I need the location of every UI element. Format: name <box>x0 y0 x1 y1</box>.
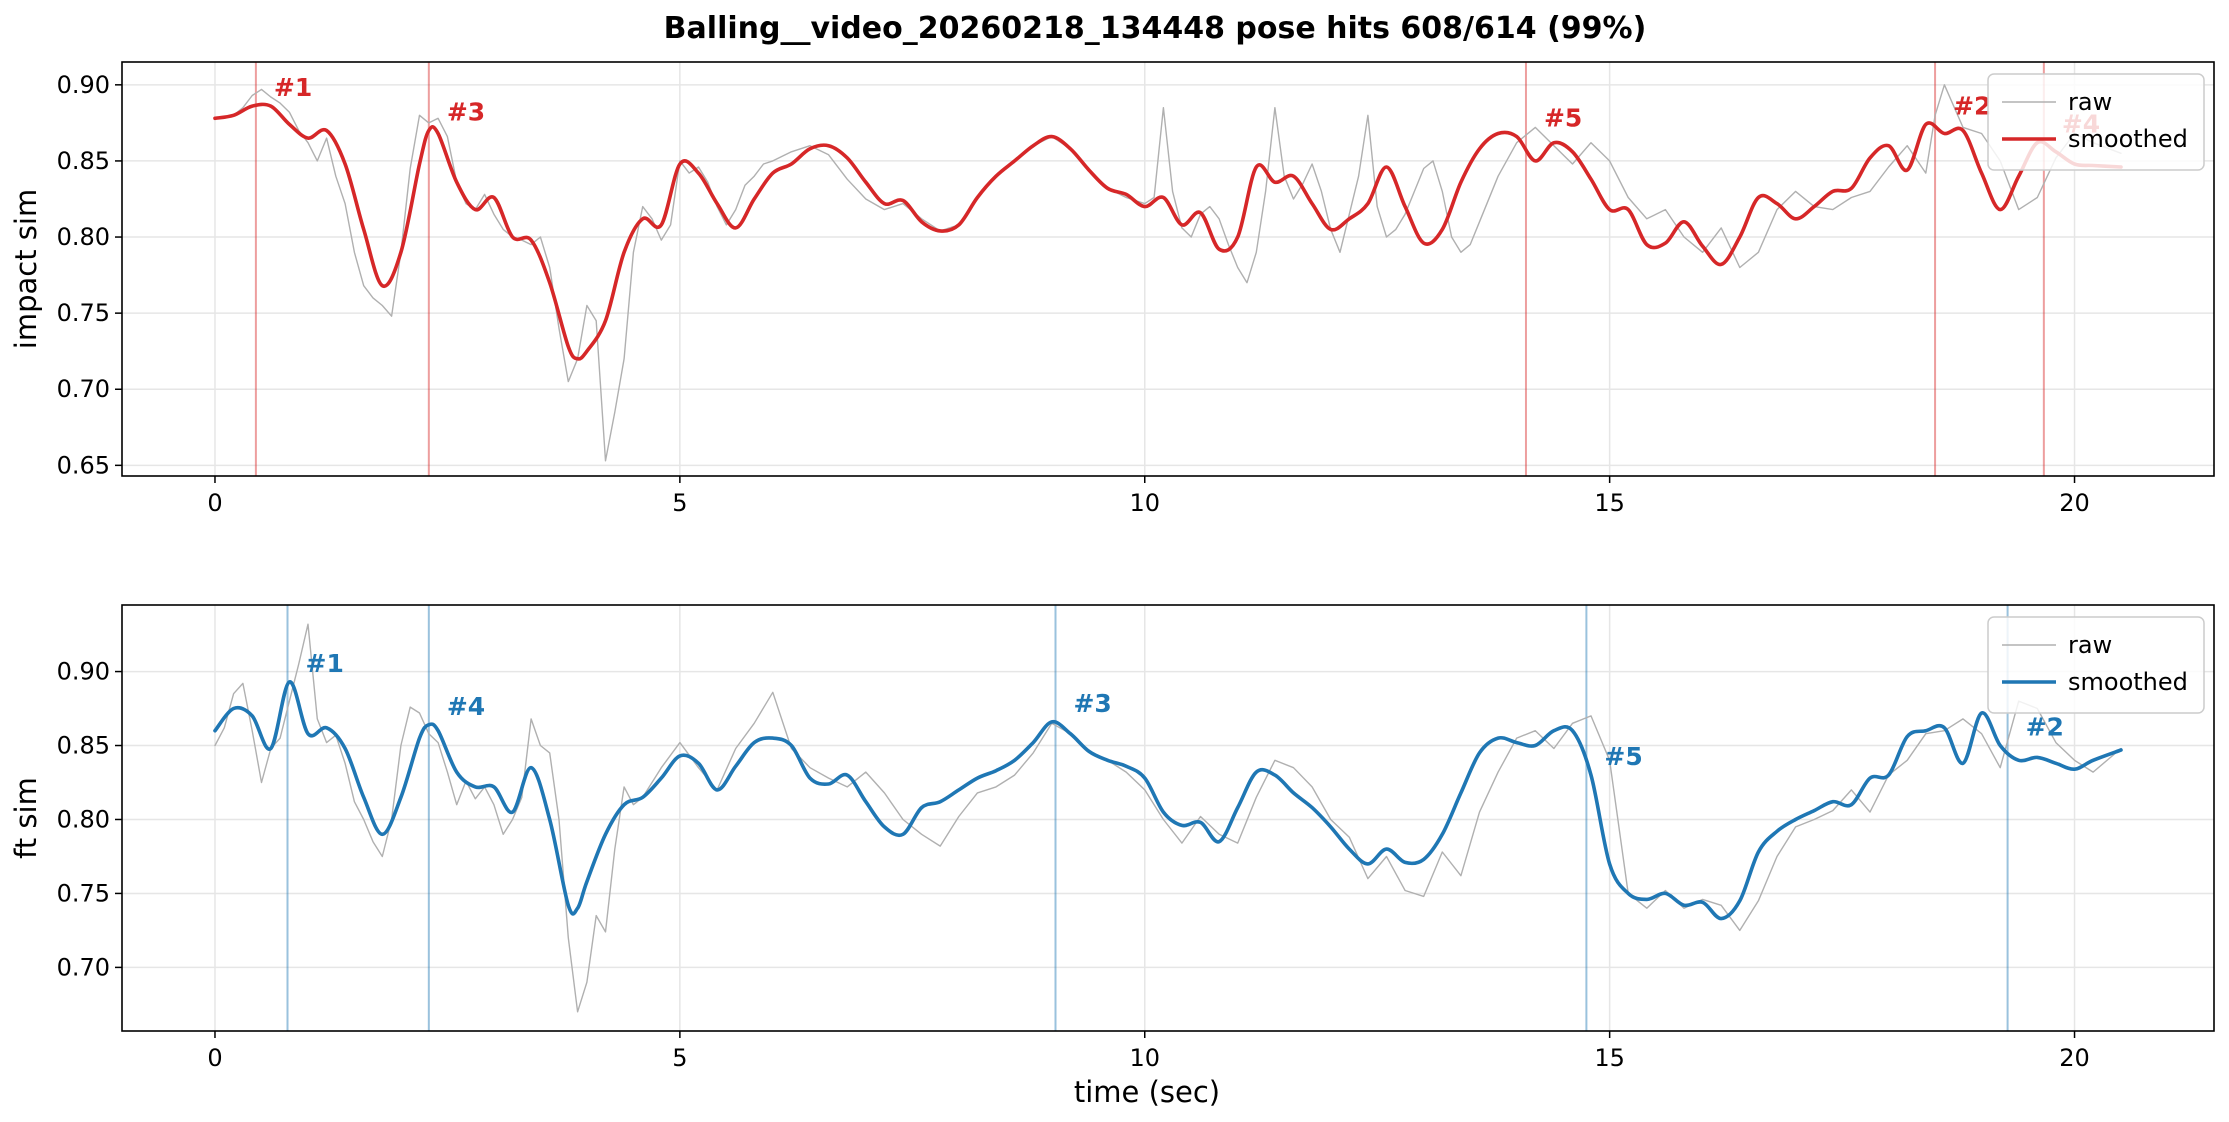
top-series <box>213 84 2123 462</box>
x-tick-label: 0 <box>207 1044 222 1072</box>
bottom-axes-frame <box>121 604 2215 1032</box>
event-label: #2 <box>2026 713 2064 742</box>
event-label: #3 <box>1073 689 1111 718</box>
legend-label-raw: raw <box>2068 631 2112 659</box>
bottom-series <box>213 623 2123 1013</box>
x-tick-label: 0 <box>207 489 222 517</box>
y-tick-label: 0.80 <box>57 805 110 833</box>
y-tick-label: 0.90 <box>57 658 110 686</box>
top-legend: raw smoothed <box>1987 73 2205 171</box>
event-label: #1 <box>274 73 312 102</box>
y-tick-label: 0.70 <box>57 953 110 981</box>
bottom-y-axis-label: ft sim <box>9 777 43 859</box>
bottom-legend: raw smoothed <box>1987 616 2205 714</box>
series-line-raw <box>214 84 2122 462</box>
bottom-y-ticks: 0.70 0.75 0.80 0.85 0.90 <box>57 658 122 981</box>
y-tick-label: 0.75 <box>57 299 110 327</box>
legend-label-raw: raw <box>2068 88 2112 116</box>
y-tick-label: 0.70 <box>57 375 110 403</box>
x-tick-label: 15 <box>1594 1044 1625 1072</box>
event-label: #5 <box>1604 742 1642 771</box>
event-label: #2 <box>1953 91 1991 120</box>
y-tick-label: 0.85 <box>57 147 110 175</box>
legend-label-smoothed: smoothed <box>2068 125 2188 153</box>
y-tick-label: 0.90 <box>57 71 110 99</box>
chart-title: Balling__video_20260218_134448 pose hits… <box>664 11 1647 46</box>
series-line-raw <box>214 623 2122 1013</box>
x-tick-label: 10 <box>1129 1044 1160 1072</box>
top-y-axis-label: impact sim <box>9 189 43 349</box>
bottom-x-ticks: 0 5 10 15 20 <box>207 1031 2090 1072</box>
event-label: #3 <box>447 97 485 126</box>
event-label: #5 <box>1544 104 1582 133</box>
top-y-ticks: 0.65 0.70 0.75 0.80 0.85 0.90 <box>57 71 122 479</box>
legend-box <box>1987 616 2205 714</box>
top-event-markers <box>254 62 2045 476</box>
x-axis-label: time (sec) <box>1074 1075 1220 1109</box>
x-tick-label: 5 <box>672 1044 687 1072</box>
x-tick-label: 10 <box>1129 489 1160 517</box>
top-subplot-impact-sim: #1#3#5#2#4051015200.650.700.750.800.850.… <box>9 61 2215 517</box>
bottom-grid <box>122 605 2214 1031</box>
event-label: #4 <box>447 692 485 721</box>
series-line-smoothed <box>213 102 2123 361</box>
bottom-subplot-ft-sim: #1 #4 #3 #5 #2 0 5 10 15 20 0.70 0.75 0.80 0.85 0.90 ft… <box>9 604 2215 1072</box>
bottom-event-labels: #1 #4 #3 #5 #2 <box>306 649 2064 771</box>
top-x-ticks: 0 5 10 15 20 <box>207 476 2090 517</box>
y-tick-label: 0.65 <box>57 451 110 479</box>
x-tick-label: 20 <box>2059 1044 2090 1072</box>
y-tick-label: 0.80 <box>57 223 110 251</box>
x-tick-label: 15 <box>1594 489 1625 517</box>
y-tick-label: 0.75 <box>57 879 110 907</box>
top-event-labels: #1#3#5#2#4 <box>274 73 2100 139</box>
top-grid <box>122 62 2214 476</box>
y-tick-label: 0.85 <box>57 732 110 760</box>
x-tick-label: 20 <box>2059 489 2090 517</box>
top-axes-frame <box>121 61 2215 477</box>
series-line-smoothed <box>213 680 2123 921</box>
event-label: #1 <box>306 649 344 678</box>
legend-label-smoothed: smoothed <box>2068 668 2188 696</box>
x-tick-label: 5 <box>672 489 687 517</box>
legend-box <box>1987 73 2205 171</box>
